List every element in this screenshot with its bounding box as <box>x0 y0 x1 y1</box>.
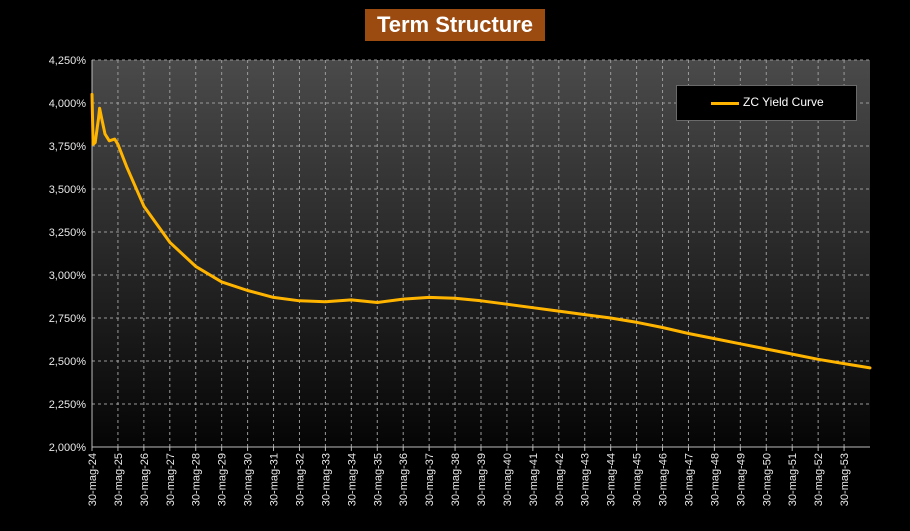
x-tick-label: 30-mag-40 <box>502 453 514 506</box>
x-tick-label: 30-mag-44 <box>606 453 618 506</box>
y-tick-label: 3,250% <box>49 227 87 239</box>
series-layer <box>90 92 872 370</box>
x-tick-label: 30-mag-33 <box>320 453 332 506</box>
chart-title-box <box>365 9 545 41</box>
x-tick-label: 30-mag-41 <box>528 453 540 506</box>
y-tick-label: 2,000% <box>49 442 87 454</box>
legend-swatch-zc-yield-curve <box>711 102 739 105</box>
x-tick-label: 30-mag-42 <box>554 453 566 506</box>
y-tick-label: 4,000% <box>49 98 87 110</box>
x-tick-label: 30-mag-53 <box>839 453 851 506</box>
x-tick-label: 30-mag-31 <box>269 453 281 506</box>
x-tick-label: 30-mag-43 <box>580 453 592 506</box>
x-tick-label: 30-mag-39 <box>476 453 488 506</box>
x-tick-label: 30-mag-32 <box>294 453 306 506</box>
x-tick-label: 30-mag-47 <box>683 453 695 506</box>
x-tick-label: 30-mag-25 <box>113 453 125 506</box>
legend-label-zc-yield-curve: ZC Yield Curve <box>743 95 824 109</box>
x-axis: 30-mag-24 30-mag-25 30-mag-26 30-mag-27 30-m… <box>87 446 870 506</box>
y-tick-label: 2,750% <box>49 313 87 325</box>
series-line-zc-yield-curve <box>90 92 872 370</box>
x-tick-label: 30-mag-38 <box>450 453 462 506</box>
y-axis: 2,000% 2,250% 2,500% 2,750% 3,000% 3,250% 3,50… <box>49 55 93 454</box>
x-tick-label: 30-mag-46 <box>658 453 670 506</box>
x-tick-label: 30-mag-35 <box>372 453 384 506</box>
x-tick-label: 30-mag-52 <box>813 453 825 506</box>
x-tick-label: 30-mag-34 <box>346 453 358 506</box>
x-tick-label: 30-mag-27 <box>165 453 177 506</box>
chart-title: Term Structure <box>376 12 534 37</box>
x-tick-label: 30-mag-30 <box>243 453 255 506</box>
x-tick-label: 30-mag-49 <box>735 453 747 506</box>
x-tick-label: 30-mag-45 <box>632 453 644 506</box>
x-tick-label: 30-mag-36 <box>398 453 410 506</box>
x-tick-label: 30-mag-24 <box>87 453 99 506</box>
y-tick-label: 2,250% <box>49 399 87 411</box>
legend: ZC Yield Curve <box>676 85 857 121</box>
x-tick-label: 30-mag-26 <box>139 453 151 506</box>
y-tick-label: 3,500% <box>49 184 87 196</box>
x-tick-label: 30-mag-37 <box>424 453 436 506</box>
y-tick-label: 3,750% <box>49 141 87 153</box>
x-tick-label: 30-mag-50 <box>761 453 773 506</box>
y-tick-label: 2,500% <box>49 356 87 368</box>
x-tick-label: 30-mag-48 <box>709 453 721 506</box>
x-tick-label: 30-mag-29 <box>217 453 229 506</box>
x-tick-label: 30-mag-51 <box>787 453 799 506</box>
x-tick-label: 30-mag-28 <box>191 453 203 506</box>
y-tick-label: 4,250% <box>49 55 87 67</box>
y-tick-label: 3,000% <box>49 270 87 282</box>
